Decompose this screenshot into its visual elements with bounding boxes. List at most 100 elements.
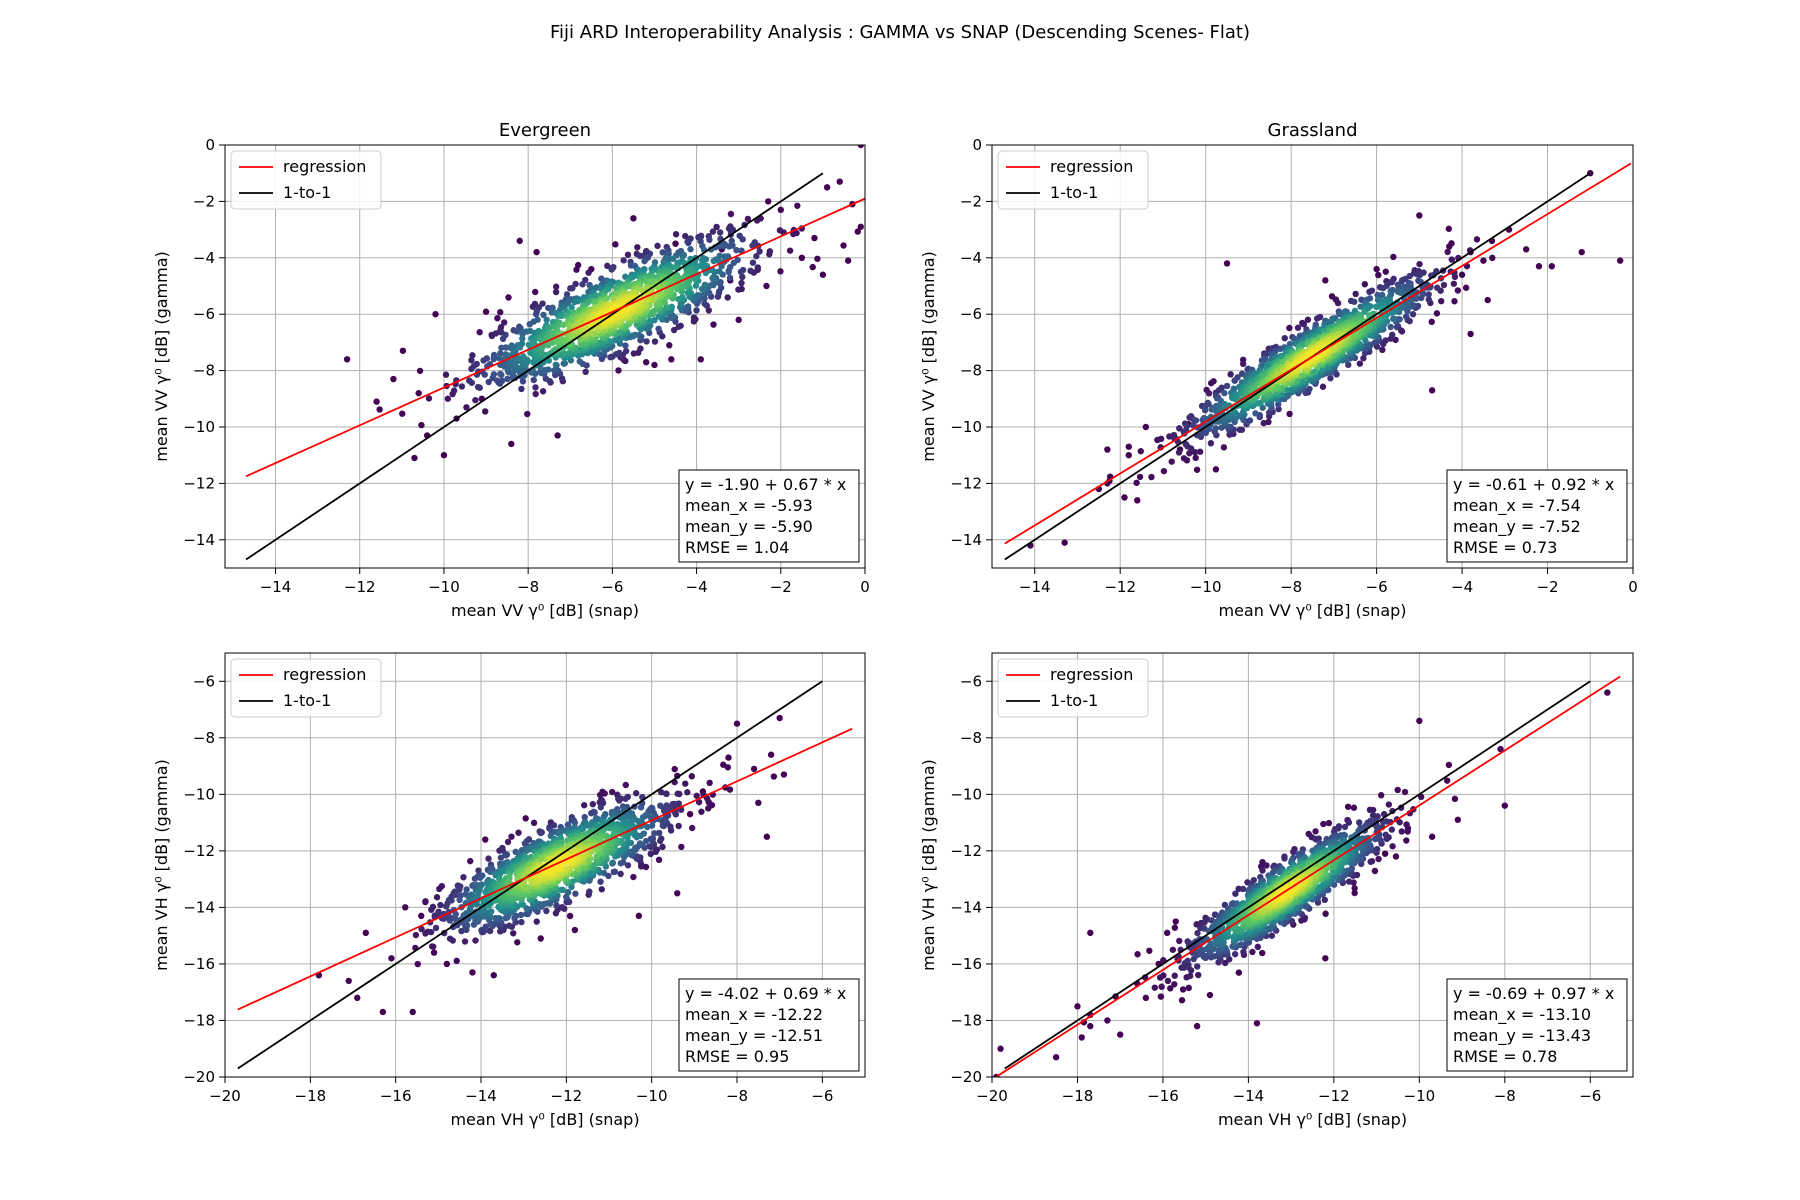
scatter-point	[1205, 390, 1213, 397]
axes-frame	[224, 144, 866, 569]
scatter-point	[520, 353, 527, 360]
scatter-point-outlier	[343, 356, 351, 363]
scatter-point	[624, 862, 632, 869]
scatter-point	[494, 314, 501, 322]
scatter-point	[688, 773, 696, 780]
scatter-point	[510, 930, 517, 937]
scatter-point	[1178, 997, 1186, 1004]
scatter-point	[499, 335, 507, 343]
scatter-point	[529, 303, 537, 310]
scatter-point	[608, 788, 616, 796]
scatter-point	[1276, 868, 1283, 876]
scatter-point	[1179, 986, 1187, 993]
x-tick-label: −10	[1190, 578, 1222, 596]
scatter-point	[436, 885, 443, 893]
panel-grassland-vv: −14 −12 −10 −8 −6 −4 −2 0−14−12−10−8−6−4−20regr…	[919, 120, 1638, 620]
x-tick-label: −12	[551, 1087, 583, 1105]
scatter-point	[1212, 466, 1220, 473]
scatter-point-outlier	[1134, 497, 1141, 504]
scatter-point	[579, 825, 586, 833]
scatter-point-outlier	[440, 452, 448, 459]
regression-line	[1004, 162, 1632, 545]
scatter-point	[1322, 910, 1329, 917]
scatter-point	[682, 232, 689, 240]
x-tick-label: −12	[1318, 1087, 1350, 1105]
scatter-point	[1387, 323, 1394, 331]
scatter-point	[608, 266, 615, 273]
scatter-point	[692, 282, 700, 289]
scatter-point	[701, 281, 709, 289]
x-tick-label: −14	[465, 1087, 497, 1105]
scatter-point	[1350, 804, 1358, 811]
scatter-point	[490, 371, 498, 378]
scatter-point	[1443, 777, 1451, 784]
scatter-point-outlier	[415, 389, 422, 397]
scatter-point	[1416, 271, 1424, 279]
scatter-point	[620, 257, 627, 264]
scatter-point	[1281, 855, 1288, 862]
scatter-point	[726, 274, 734, 282]
x-tick-label: −2	[1536, 578, 1558, 596]
scatter-point	[1231, 950, 1239, 958]
scatter-point-outlier	[411, 454, 418, 462]
panel-evergreen-vh: −20 −18 −16 −14 −12 −10 −8 −6−20−18−16−14−12−10…	[152, 652, 866, 1129]
scatter-point	[552, 361, 559, 369]
scatter-point-outlier	[354, 994, 361, 1002]
x-axis-label: mean VH γ⁰ [dB] (snap)	[450, 1110, 639, 1129]
scatter-point	[1195, 971, 1202, 979]
scatter-point-outlier	[755, 799, 762, 807]
scatter-point	[1382, 831, 1389, 839]
scatter-point	[622, 347, 630, 355]
scatter-point-outlier	[554, 432, 561, 439]
scatter-point	[706, 236, 713, 243]
x-tick-label: −4	[1451, 578, 1473, 596]
y-tick-label: −4	[193, 249, 215, 267]
scatter-point	[690, 314, 698, 321]
scatter-point	[1221, 389, 1228, 397]
scatter-point-outlier	[1458, 271, 1466, 278]
scatter-point	[516, 344, 524, 351]
scatter-point	[1176, 425, 1183, 432]
scatter-point-outlier	[1078, 1034, 1085, 1041]
scatter-point-outlier	[1253, 1020, 1261, 1027]
scatter-point	[1226, 412, 1234, 419]
scatter-point	[534, 316, 541, 323]
scatter-point	[522, 815, 529, 822]
scatter-point	[739, 273, 746, 281]
scatter-point	[1275, 401, 1282, 408]
scatter-point	[655, 325, 662, 333]
scatter-point	[1433, 310, 1441, 317]
scatter-point	[1320, 820, 1327, 828]
scatter-point	[1136, 473, 1144, 481]
scatter-point	[1148, 473, 1155, 481]
scatter-point-outlier	[630, 215, 637, 222]
scatter-point	[1316, 313, 1324, 321]
scatter-point	[666, 342, 673, 349]
scatter-point	[727, 263, 734, 271]
scatter-point	[1369, 806, 1377, 814]
scatter-point-outlier	[819, 271, 827, 278]
scatter-point	[675, 323, 682, 330]
scatter-point	[428, 943, 436, 950]
scatter-point	[531, 288, 539, 296]
scatter-point	[1235, 969, 1243, 976]
scatter-point	[532, 390, 539, 398]
scatter-point	[448, 897, 455, 904]
scatter-point	[675, 295, 682, 303]
scatter-point	[513, 912, 520, 920]
scatter-point	[1284, 386, 1291, 394]
scatter-point	[456, 896, 463, 904]
stats-line: RMSE = 0.95	[685, 1047, 789, 1066]
y-tick-label: −12	[183, 842, 215, 860]
scatter-point	[539, 388, 547, 395]
scatter-point	[1207, 440, 1215, 447]
scatter-point	[458, 383, 466, 390]
scatter-point	[1304, 316, 1312, 323]
scatter-point	[1134, 951, 1141, 958]
scatter-point	[542, 366, 549, 374]
scatter-point	[632, 790, 640, 797]
scatter-point	[669, 255, 677, 262]
y-tick-label: −14	[183, 531, 215, 549]
